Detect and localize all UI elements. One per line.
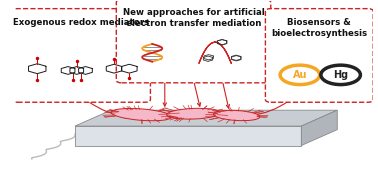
Polygon shape <box>301 110 337 146</box>
Polygon shape <box>75 126 301 146</box>
FancyBboxPatch shape <box>12 9 150 102</box>
FancyBboxPatch shape <box>265 9 373 102</box>
Text: Exogenous redox mediators: Exogenous redox mediators <box>13 18 149 27</box>
Circle shape <box>321 65 360 85</box>
Ellipse shape <box>214 110 260 121</box>
Text: Hg: Hg <box>333 70 348 80</box>
FancyBboxPatch shape <box>116 0 271 83</box>
Circle shape <box>280 65 320 85</box>
Text: Biosensors &
bioelectrosynthesis: Biosensors & bioelectrosynthesis <box>271 18 367 38</box>
Polygon shape <box>75 110 337 126</box>
Ellipse shape <box>111 108 172 121</box>
Ellipse shape <box>167 108 220 119</box>
Text: New approaches for artificial
electron transfer mediation: New approaches for artificial electron t… <box>123 8 265 28</box>
Text: Au: Au <box>293 70 307 80</box>
